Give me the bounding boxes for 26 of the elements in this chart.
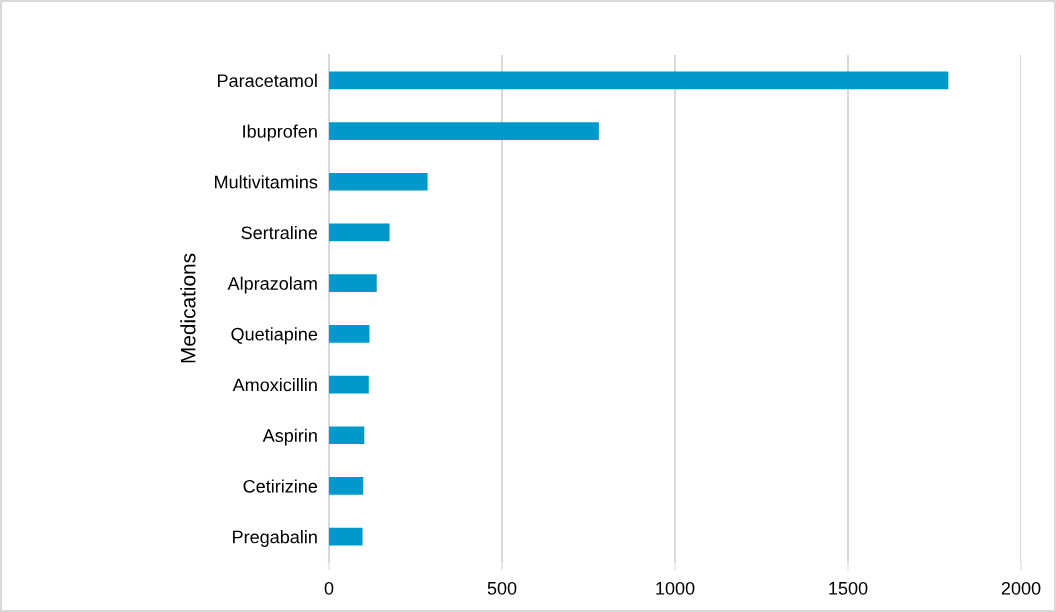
- x-tick-label: 500: [487, 581, 517, 595]
- x-tick-label: 2000: [1001, 581, 1041, 595]
- y-tick-label: Multivitamins: [215, 175, 318, 189]
- y-tick-label: Ibuprofen: [243, 124, 317, 142]
- y-tick-label: Pregabalin: [233, 530, 317, 547]
- y-tick-label: Sertraline: [241, 225, 318, 240]
- y-tick-label: Amoxicillin: [232, 378, 317, 392]
- bar: [329, 274, 377, 293]
- bar: [329, 324, 370, 343]
- bar: [329, 122, 599, 140]
- bar: [329, 477, 364, 495]
- y-tick-label: Alprazolam: [227, 276, 317, 294]
- y-tick-label: Paracetamol: [218, 73, 317, 88]
- bar: [329, 375, 369, 394]
- bar: [329, 527, 363, 546]
- y-axis-title: Medications: [180, 253, 196, 363]
- y-tick-label: Quetiapine: [231, 327, 318, 345]
- bar: [329, 223, 390, 242]
- bar: [329, 71, 949, 90]
- x-tick-label: 0: [324, 581, 334, 595]
- bar: [329, 426, 365, 445]
- x-tick-label: 1000: [656, 581, 695, 595]
- bar: [329, 172, 428, 191]
- y-tick-label: Aspirin: [262, 428, 317, 446]
- x-tick-label: 1500: [829, 581, 868, 595]
- y-tick-label: Cetirizine: [243, 479, 318, 493]
